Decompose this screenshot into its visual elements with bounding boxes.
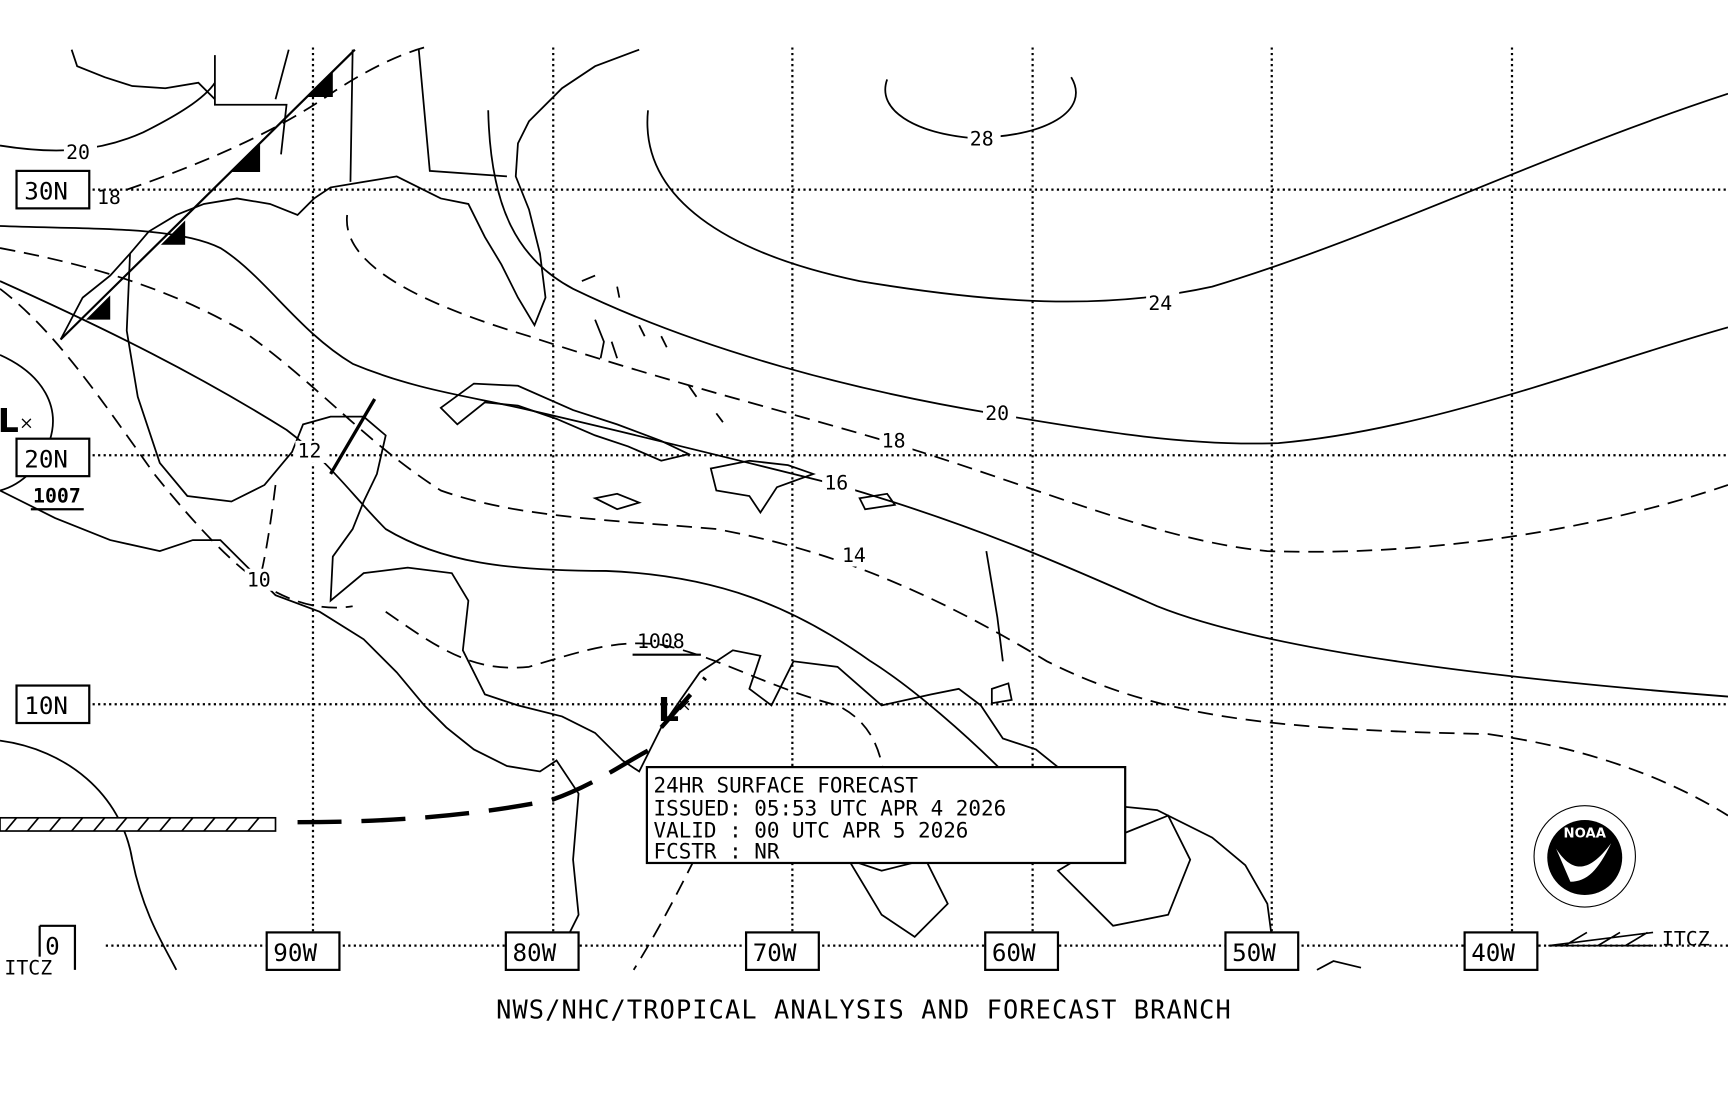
low-pressure-west: L 1007 [0, 401, 84, 511]
low-pressure-caribbean: L 1008 [632, 630, 701, 729]
lon-label-60w: 60W [992, 938, 1036, 967]
isobar-label: 10 [247, 568, 271, 591]
isobar-label: 18 [97, 186, 121, 209]
noaa-logo: NOAA [1533, 805, 1636, 908]
low-center-x-icon [21, 418, 32, 429]
low-pressure-value: 1008 [637, 630, 685, 653]
longitude-labels: 90W 80W 70W 60W 50W 40W [265, 931, 1539, 971]
low-symbol: L [658, 690, 679, 729]
lon-label-40w: 40W [1471, 938, 1515, 967]
low-center-x-icon [679, 700, 690, 711]
forecast-valid: VALID : 00 UTC APR 5 2026 [654, 819, 969, 843]
isobar-labels: 20 18 28 24 20 18 16 14 12 10 [63, 126, 1180, 591]
low-symbol: L [0, 401, 19, 440]
squall-line [329, 398, 377, 475]
lat-label-20n: 20N [24, 444, 68, 473]
itcz-band-east [1548, 931, 1654, 947]
isobars [0, 46, 1728, 971]
forecast-title: 24HR SURFACE FORECAST [654, 773, 919, 797]
forecast-issued: ISSUED: 05:53 UTC APR 4 2026 [654, 797, 1007, 821]
lat-label-10n: 10N [24, 691, 68, 720]
footer-credit: NWS/NHC/TROPICAL ANALYSIS AND FORECAST B… [496, 994, 1232, 1024]
isobar-label: 24 [1148, 292, 1172, 315]
isobar-label: 16 [824, 471, 848, 494]
itcz-band-west [0, 816, 277, 832]
isobar-label: 28 [970, 128, 994, 151]
lon-label-50w: 50W [1232, 938, 1276, 967]
low-pressure-value: 1007 [33, 485, 81, 508]
lat-label-0: 0 [45, 931, 60, 960]
isobar-label: 20 [985, 402, 1009, 425]
lat-lon-grid [92, 47, 1728, 970]
forecast-info-box: 24HR SURFACE FORECAST ISSUED: 05:53 UTC … [645, 765, 1127, 865]
coastlines [0, 48, 1362, 971]
lon-label-70w: 70W [753, 938, 797, 967]
isobar-label: 14 [842, 544, 866, 567]
itcz-label-east: ITCZ [1662, 928, 1710, 951]
isobar-label: 20 [66, 141, 90, 164]
latitude-labels: 30N 20N 10N 0 [15, 169, 91, 970]
lon-label-90w: 90W [273, 938, 317, 967]
isobar-label: 12 [298, 439, 322, 462]
lat-label-30n: 30N [24, 177, 68, 206]
itcz-label-west: ITCZ [4, 956, 52, 979]
tropical-wave-trough [297, 676, 707, 825]
noaa-logo-text: NOAA [1564, 827, 1607, 842]
lon-label-80w: 80W [512, 938, 556, 967]
isobar-label: 18 [882, 430, 906, 453]
forecast-forecaster: FCSTR : NR [654, 840, 780, 864]
